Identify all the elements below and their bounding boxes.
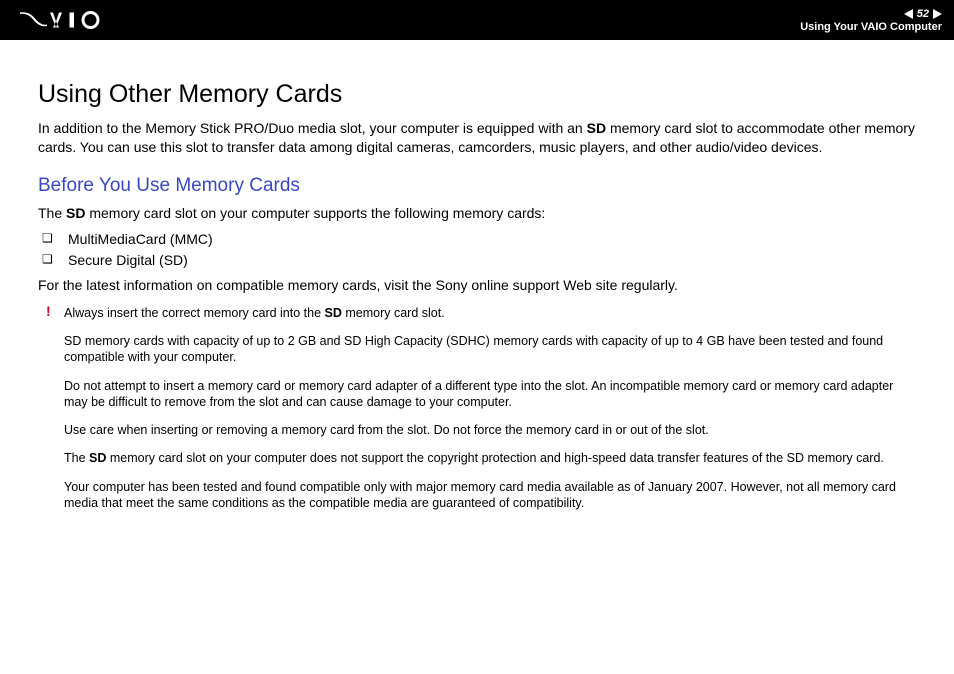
- support-pre: The: [38, 205, 66, 221]
- list-item: Secure Digital (SD): [42, 250, 916, 271]
- page-nav: 52: [904, 8, 942, 20]
- header-bar: 52 Using Your VAIO Computer: [0, 0, 954, 40]
- nav-next-icon[interactable]: [933, 9, 942, 19]
- w5-bold: SD: [89, 451, 106, 465]
- supported-cards-list: MultiMediaCard (MMC) Secure Digital (SD): [42, 229, 916, 271]
- warning-paragraph: The SD memory card slot on your computer…: [64, 450, 916, 466]
- w5-post: memory card slot on your computer does n…: [106, 451, 883, 465]
- warning-paragraph: Use care when inserting or removing a me…: [64, 422, 916, 438]
- warning-paragraph: Your computer has been tested and found …: [64, 479, 916, 512]
- w1-post: memory card slot.: [342, 306, 445, 320]
- page-content: Using Other Memory Cards In addition to …: [0, 40, 954, 511]
- intro-paragraph: In addition to the Memory Stick PRO/Duo …: [38, 119, 916, 157]
- warning-paragraph: SD memory cards with capacity of up to 2…: [64, 333, 916, 366]
- header-right: 52 Using Your VAIO Computer: [800, 8, 942, 33]
- intro-pre: In addition to the Memory Stick PRO/Duo …: [38, 120, 587, 136]
- page-title: Using Other Memory Cards: [38, 80, 916, 109]
- nav-prev-icon[interactable]: [904, 9, 913, 19]
- latest-info: For the latest information on compatible…: [38, 277, 916, 293]
- intro-bold: SD: [587, 120, 606, 136]
- support-bold: SD: [66, 205, 85, 221]
- w1-bold: SD: [325, 306, 342, 320]
- warnings-block: ! Always insert the correct memory card …: [38, 305, 916, 511]
- breadcrumb: Using Your VAIO Computer: [800, 21, 942, 33]
- w5-pre: The: [64, 451, 89, 465]
- support-line: The SD memory card slot on your computer…: [38, 205, 916, 221]
- warning-icon: !: [46, 303, 51, 319]
- subheading: Before You Use Memory Cards: [38, 175, 916, 197]
- list-item: MultiMediaCard (MMC): [42, 229, 916, 250]
- vaio-logo: [16, 11, 126, 29]
- warning-paragraph: Do not attempt to insert a memory card o…: [64, 378, 916, 411]
- w1-pre: Always insert the correct memory card in…: [64, 306, 325, 320]
- warning-paragraph: Always insert the correct memory card in…: [64, 305, 916, 321]
- support-post: memory card slot on your computer suppor…: [85, 205, 545, 221]
- page-number: 52: [917, 8, 929, 20]
